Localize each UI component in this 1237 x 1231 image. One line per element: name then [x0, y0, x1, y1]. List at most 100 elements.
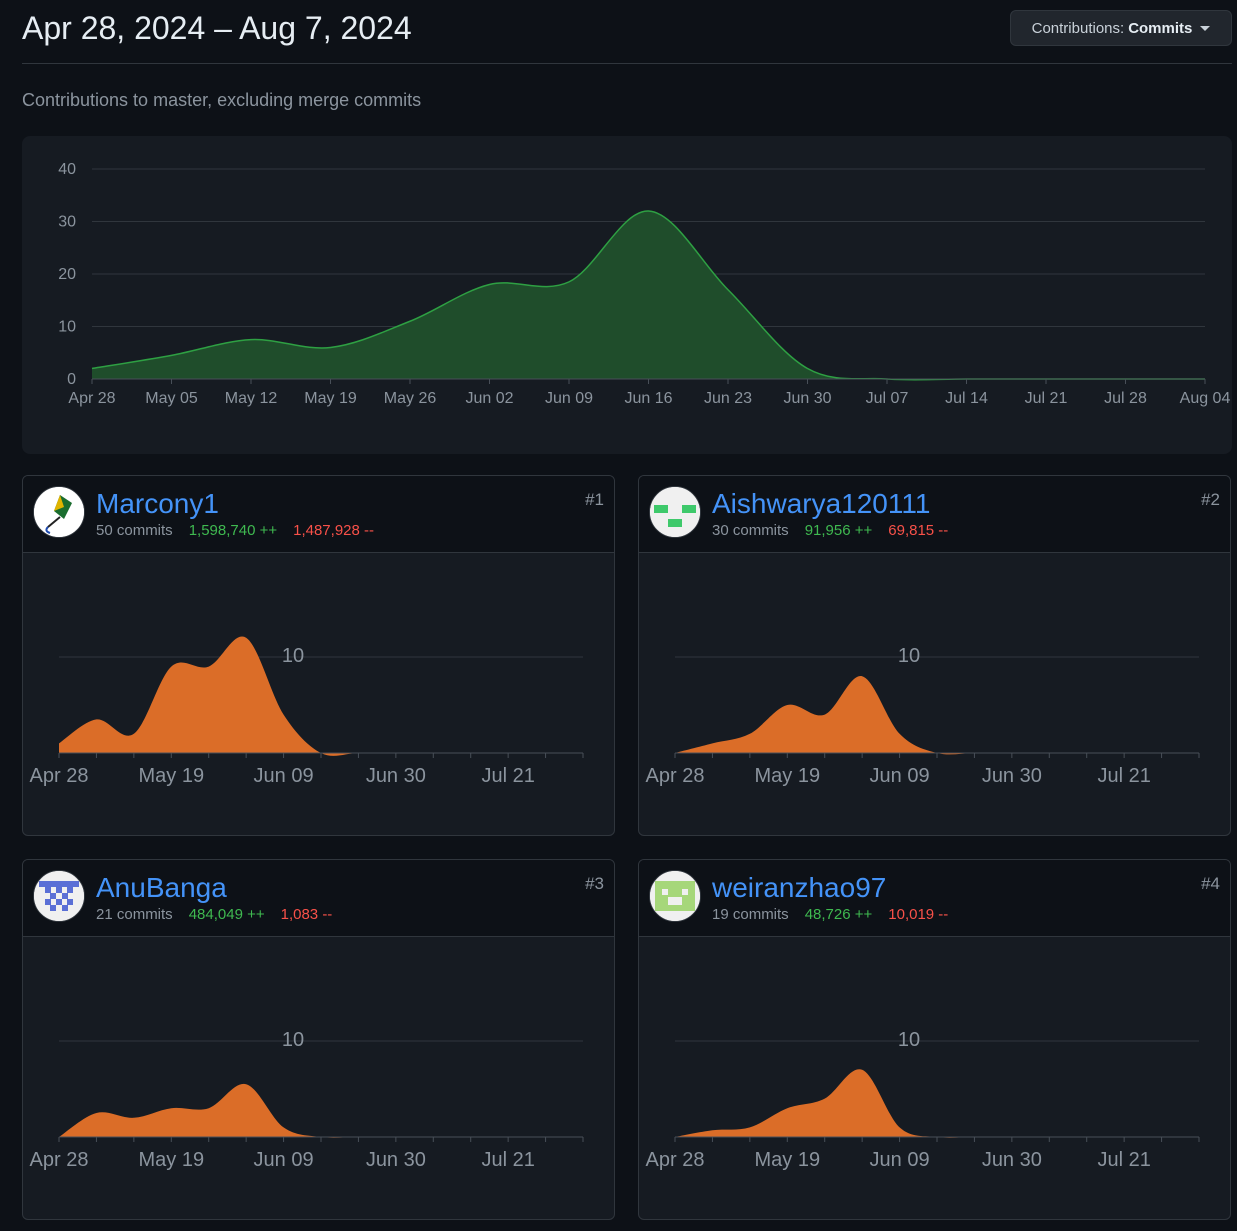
x-tick-label: Apr 28	[646, 1149, 705, 1171]
x-tick-label: Apr 28	[30, 765, 89, 787]
x-tick-label: Jun 09	[545, 390, 593, 407]
page-header: Apr 28, 2024 – Aug 7, 2024 Contributions…	[22, 0, 1232, 64]
contributor-commits-chart: 10 Apr 28 May 19 Jun 09 Jun 30 Jul 21	[646, 645, 1200, 787]
identicon	[650, 487, 700, 537]
x-tick-label: May 19	[138, 765, 204, 787]
additions-count: 484,049 ++	[188, 906, 265, 923]
contributor-card-header: Aishwarya120111 30 commits 91,956 ++ 69,81…	[639, 476, 1230, 553]
deletions-count: 1,083 --	[280, 906, 333, 923]
contributor-card: weiranzhao97 19 commits 48,726 ++ 10,019 -…	[638, 859, 1231, 1220]
avatar[interactable]	[33, 870, 85, 922]
commit-count-link[interactable]: 21 commits	[96, 906, 173, 923]
series-area	[675, 1069, 1199, 1138]
contributor-rank: #2	[1201, 490, 1220, 509]
contributions-dropdown-label: Contributions:	[1031, 19, 1125, 37]
contributor-stats: 19 commits 48,726 ++ 10,019 --	[712, 906, 948, 923]
commit-count-link[interactable]: 19 commits	[712, 906, 789, 923]
contributor-stats: 21 commits 484,049 ++ 1,083 --	[96, 906, 332, 923]
x-tick-label: Jun 30	[982, 765, 1042, 787]
contributor-commits-chart: 10 Apr 28 May 19 Jun 09 Jun 30 Jul 21	[646, 1029, 1200, 1171]
x-tick-label: Apr 28	[68, 390, 115, 407]
x-tick-label: May 19	[304, 390, 357, 407]
contributor-card-header: weiranzhao97 19 commits 48,726 ++ 10,019 -…	[639, 860, 1230, 937]
x-tick-label: May 19	[138, 1149, 204, 1171]
contributor-username-link[interactable]: AnuBanga	[96, 872, 227, 903]
x-tick-label: May 05	[145, 390, 198, 407]
y-tick-label: 20	[58, 266, 76, 283]
series-area	[675, 676, 1199, 755]
x-tick-label: Jun 09	[254, 765, 314, 787]
commit-count-link[interactable]: 50 commits	[96, 522, 173, 539]
contributor-username-link[interactable]: Marcony1	[96, 488, 219, 519]
contributor-stats: 50 commits 1,598,740 ++ 1,487,928 --	[96, 522, 374, 539]
x-tick-label: Jul 21	[481, 1149, 534, 1171]
x-tick-label: Jul 28	[1104, 390, 1147, 407]
contributions-dropdown[interactable]: Contributions: Commits	[1010, 10, 1232, 46]
contributor-card: Aishwarya120111 30 commits 91,956 ++ 69,81…	[638, 475, 1231, 836]
identicon	[34, 871, 84, 921]
overall-commits-chart-svg: 0 10 20 30 40 Apr 28 May 05 May 12 May 19 May 26 J…	[58, 161, 1231, 407]
avatar[interactable]	[649, 870, 701, 922]
x-tick-label: Jun 30	[366, 1149, 426, 1171]
x-tick-label: Jun 30	[783, 390, 831, 407]
contributor-card: Marcony1 50 commits 1,598,740 ++ 1,487,928…	[22, 475, 615, 836]
x-tick-label: Apr 28	[30, 1149, 89, 1171]
contributor-commits-chart: 10 Apr 28 May 19 Jun 09 Jun 30 Jul 21	[30, 1029, 584, 1171]
y-tick-label: 10	[898, 645, 920, 667]
x-tick-label: May 12	[225, 390, 278, 407]
x-tick-label: Jul 07	[866, 390, 909, 407]
y-tick-label: 40	[58, 161, 76, 178]
x-tick-label: Jun 02	[465, 390, 513, 407]
deletions-count: 69,815 --	[888, 522, 949, 539]
x-tick-label: Jun 23	[704, 390, 752, 407]
series-area	[92, 210, 1205, 380]
y-tick-label: 10	[282, 1029, 304, 1051]
x-tick-label: May 19	[754, 1149, 820, 1171]
contributor-rank: #4	[1201, 874, 1220, 893]
contributor-card: AnuBanga 21 commits 484,049 ++ 1,083 -- #3…	[22, 859, 615, 1220]
x-tick-label: Jun 30	[982, 1149, 1042, 1171]
series-area	[59, 1083, 583, 1138]
x-tick-label: Jul 21	[1097, 765, 1150, 787]
avatar[interactable]	[649, 486, 701, 538]
x-tick-label: Aug 04	[1180, 390, 1231, 407]
additions-count: 91,956 ++	[804, 522, 873, 539]
x-tick-label: Jul 14	[945, 390, 988, 407]
contributions-dropdown-value: Commits	[1128, 19, 1193, 37]
y-tick-label: 10	[282, 645, 304, 667]
contributions-subtitle: Contributions to master, excluding merge…	[22, 90, 422, 110]
contributor-username-link[interactable]: weiranzhao97	[712, 872, 887, 903]
kite-icon	[34, 487, 84, 537]
y-tick-label: 0	[67, 371, 76, 388]
contributor-rank: #3	[585, 874, 604, 893]
x-tick-label: Jul 21	[481, 765, 534, 787]
x-tick-label: Jun 09	[870, 765, 930, 787]
x-tick-label: Apr 28	[646, 765, 705, 787]
avatar[interactable]	[33, 486, 85, 538]
series-area	[59, 636, 583, 756]
overall-commits-chart: 0 10 20 30 40 Apr 28 May 05 May 12 May 19 May 26 J…	[22, 136, 1232, 454]
additions-count: 1,598,740 ++	[188, 522, 278, 539]
deletions-count: 1,487,928 --	[293, 522, 374, 539]
deletions-count: 10,019 --	[888, 906, 949, 923]
x-tick-label: Jun 09	[870, 1149, 930, 1171]
x-tick-label: Jul 21	[1025, 390, 1068, 407]
x-tick-label: Jun 09	[254, 1149, 314, 1171]
x-tick-label: Jun 16	[624, 390, 672, 407]
contributor-card-header: AnuBanga 21 commits 484,049 ++ 1,083 -- #3	[23, 860, 614, 937]
date-range-title: Apr 28, 2024 – Aug 7, 2024	[22, 10, 412, 46]
identicon	[650, 871, 700, 921]
commit-count-link[interactable]: 30 commits	[712, 522, 789, 539]
contributor-card-header: Marcony1 50 commits 1,598,740 ++ 1,487,928…	[23, 476, 614, 553]
x-tick-label: Jul 21	[1097, 1149, 1150, 1171]
caret-down-icon	[1200, 25, 1211, 31]
x-tick-label: May 19	[754, 765, 820, 787]
contributor-stats: 30 commits 91,956 ++ 69,815 --	[712, 522, 948, 539]
contributor-username-link[interactable]: Aishwarya120111	[712, 488, 931, 519]
y-tick-label: 10	[58, 319, 76, 336]
y-tick-label: 10	[898, 1029, 920, 1051]
y-tick-label: 30	[58, 214, 76, 231]
x-tick-label: Jun 30	[366, 765, 426, 787]
additions-count: 48,726 ++	[804, 906, 873, 923]
x-tick-label: May 26	[384, 390, 437, 407]
